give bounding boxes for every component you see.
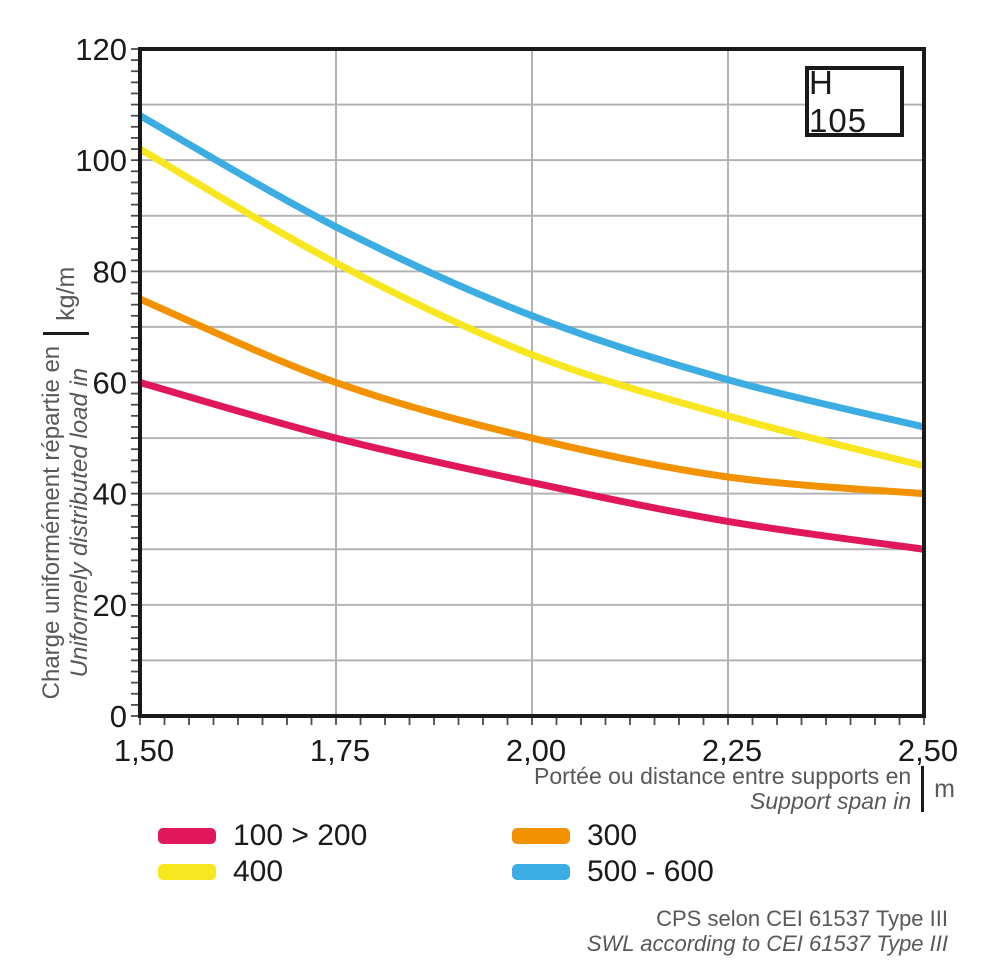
x-tick-label: 2,25 <box>702 733 762 768</box>
x-axis-title-lines: Portée ou distance entre supports en Sup… <box>534 764 911 814</box>
standard-note: CPS selon CEI 61537 Type III SWL accordi… <box>587 906 948 956</box>
x-axis-title: Portée ou distance entre supports en Sup… <box>140 764 955 814</box>
legend-swatch-300 <box>512 827 570 844</box>
x-axis-title-en: Support span in <box>750 788 912 814</box>
curve-500-600 <box>138 112 925 431</box>
legend-swatch-500-600 <box>512 863 570 880</box>
series-badge: H 105 <box>805 63 904 139</box>
x-tick-label: 1,75 <box>310 733 370 768</box>
x-axis-title-fr: Portée ou distance entre supports en <box>533 763 912 789</box>
legend-label-300: 300 <box>587 818 638 852</box>
curve-400 <box>138 146 925 470</box>
y-axis-title-en: Uniformely distributed load in <box>66 367 93 678</box>
x-axis-unit: m <box>934 774 955 803</box>
y-tick-label: 40 <box>93 477 127 512</box>
curve-300 <box>138 295 925 498</box>
y-tick-label: 100 <box>75 143 127 178</box>
x-tick-label: 1,50 <box>114 733 174 768</box>
plot-border <box>138 47 926 718</box>
legend-item: 400 <box>158 854 367 888</box>
legend-item: 300 <box>512 818 714 852</box>
y-minor-ticks <box>131 48 138 717</box>
legend-item: 100 > 200 <box>158 818 368 852</box>
legend-label-100-200: 100 > 200 <box>233 818 368 852</box>
y-tick-label: 60 <box>93 366 127 401</box>
x-axis-unit-divider <box>921 766 925 812</box>
x-tick-labels: 1,50 1,75 2,00 2,25 2,50 <box>114 733 958 768</box>
legend-column-right: 300 500 - 600 <box>512 818 714 888</box>
y-tick-label: 120 <box>75 32 127 67</box>
legend-column-left: 100 > 200 400 <box>158 818 368 888</box>
y-axis-unit-divider <box>43 331 89 335</box>
y-tick-label: 20 <box>93 588 127 623</box>
y-axis-title: Charge uniformément répartie en Uniforme… <box>20 243 112 723</box>
legend-swatch-400 <box>158 863 216 880</box>
legend-swatch-100-200 <box>158 827 216 844</box>
legend-item: 500 - 600 <box>512 854 714 888</box>
y-axis-title-lines: Charge uniformément répartie en Uniforme… <box>38 346 94 700</box>
legend-label-500-600: 500 - 600 <box>587 854 714 888</box>
curve-100-200 <box>139 379 925 553</box>
y-tick-label: 0 <box>110 699 127 734</box>
legend-label-400: 400 <box>233 854 284 888</box>
x-tick-label: 2,50 <box>898 733 958 768</box>
x-minor-ticks <box>139 718 925 725</box>
standard-note-fr: CPS selon CEI 61537 Type III <box>656 906 948 931</box>
y-tick-labels: 0 20 40 60 80 100 120 <box>75 32 127 734</box>
y-axis-title-fr: Charge uniformément répartie en <box>38 345 65 700</box>
x-tick-label: 2,00 <box>506 733 566 768</box>
standard-note-en: SWL according to CEI 61537 Type III <box>586 931 948 956</box>
series-badge-label: H 105 <box>809 63 868 139</box>
y-axis-unit: kg/m <box>51 266 80 321</box>
y-tick-label: 80 <box>93 254 127 289</box>
